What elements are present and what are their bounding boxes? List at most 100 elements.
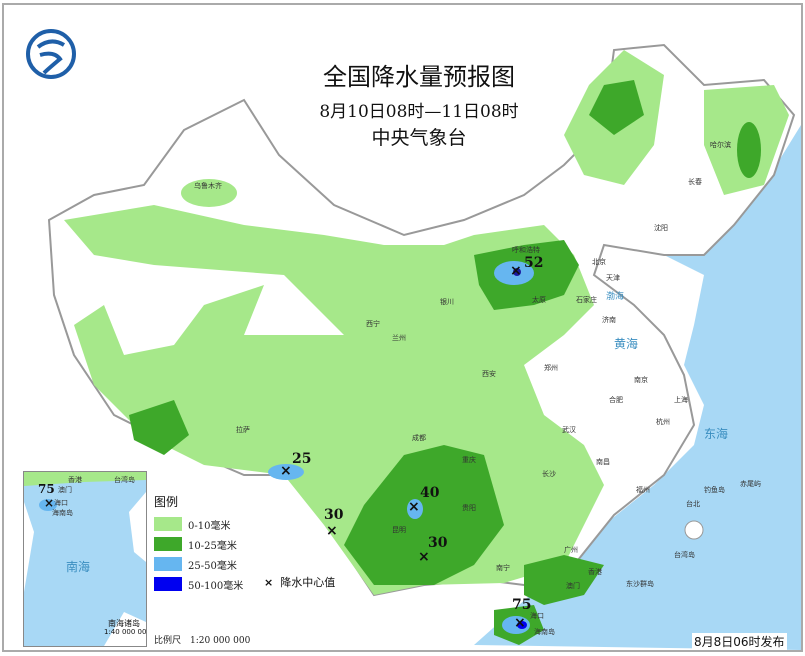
city-label: 福州: [636, 486, 650, 494]
precip-center-value: 25: [292, 451, 312, 467]
city-label: 沈阳: [654, 224, 668, 232]
precip-center-value: 40: [420, 485, 440, 501]
legend-label: 0-10毫米: [188, 520, 231, 532]
city-label: 太原: [532, 296, 546, 304]
sea-label: 南海: [66, 560, 91, 574]
south-china-sea-inset: 75 × 香港 台湾岛 澳门 海口 海南岛 南海 南海诸岛 1:40 000 0…: [23, 471, 147, 647]
city-label: 台湾岛: [674, 551, 695, 559]
city-label: 台北: [686, 500, 700, 508]
precipitation-map: 全国降水量预报图 8月10日08时—11日08时 中央气象台 黄海 东海 渤海 …: [2, 3, 803, 652]
legend-swatch: [154, 577, 182, 591]
city-label: 贵阳: [462, 504, 476, 512]
precip-center-value: 75: [512, 597, 532, 613]
sea-label: 黄海: [614, 337, 639, 351]
city-label: 东沙群岛: [626, 580, 654, 588]
city-label: 武汉: [562, 426, 576, 434]
inset-value: 75: [38, 482, 55, 496]
city-label: 海口: [54, 499, 68, 507]
cma-logo: [26, 29, 76, 79]
city-label: 成都: [412, 434, 426, 442]
city-label: 呼和浩特: [512, 246, 540, 254]
precip-25-50-tibet: [268, 464, 304, 480]
precip-0-10-xj: [181, 179, 237, 207]
city-label: 合肥: [609, 396, 623, 404]
precip-center-value: 30: [428, 535, 448, 551]
city-label: 广州: [564, 546, 578, 554]
legend-swatch: [154, 537, 182, 551]
precip-center-marker: ×: [44, 496, 55, 510]
legend-item: 25-50毫米: [154, 554, 243, 574]
city-label: 济南: [602, 316, 616, 324]
precip-50-100-nm: [513, 268, 521, 276]
city-label: 杭州: [656, 418, 670, 426]
city-label: 南宁: [496, 564, 510, 572]
inset-title: 南海诸岛: [108, 619, 140, 628]
sea-label: 渤海: [606, 292, 625, 302]
city-label: 澳门: [58, 486, 72, 494]
precip-10-25-tibet: [129, 400, 189, 455]
precip-10-25-ne: [589, 80, 644, 135]
map-canvas: [47, 43, 801, 650]
city-label: 重庆: [462, 456, 476, 464]
organization: 中央气象台: [371, 127, 467, 149]
city-label: 西安: [482, 370, 496, 378]
precip-25-50-hainan: [502, 616, 530, 634]
precip-50-100-hainan: [517, 621, 527, 629]
city-label: 南京: [634, 376, 648, 384]
city-label: 银川: [440, 298, 454, 306]
city-label: 西宁: [366, 320, 380, 328]
legend: 图例 0-10毫米 10-25毫米 25-50毫米 50-100毫米: [154, 493, 243, 594]
city-label: 澳门: [566, 582, 580, 590]
legend-title: 图例: [154, 495, 179, 509]
city-label: 乌鲁木齐: [194, 182, 222, 190]
city-label: 石家庄: [576, 296, 597, 304]
city-label: 哈尔滨: [710, 141, 731, 149]
city-label: 海口: [530, 612, 544, 620]
legend-label: 25-50毫米: [188, 560, 237, 572]
inset-scale: 1:40 000 000: [104, 628, 147, 636]
precip-10-25-hlj: [737, 122, 761, 178]
city-label: 钓鱼岛: [704, 486, 725, 494]
sea-label: 东海: [704, 427, 729, 441]
legend-item: 0-10毫米: [154, 514, 243, 534]
legend-swatch: [154, 517, 182, 531]
legend-swatch: [154, 557, 182, 571]
forecast-period: 8月10日08时—11日08时: [319, 102, 519, 122]
precip-center-marker: ×: [408, 499, 420, 515]
taiwan-island: [684, 520, 704, 540]
city-label: 台湾岛: [114, 476, 135, 484]
city-label: 昆明: [392, 526, 406, 534]
city-label: 郑州: [544, 364, 558, 372]
legend-item: 50-100毫米: [154, 574, 243, 594]
map-title: 全国降水量预报图: [323, 63, 515, 91]
precip-25-50-yn: [407, 499, 423, 519]
precip-center-marker: ×: [418, 549, 430, 565]
legend-label: 50-100毫米: [188, 580, 244, 592]
center-marker-icon: ×: [264, 576, 274, 589]
precip-center-marker: ×: [510, 263, 522, 279]
precip-center-value: 52: [524, 255, 544, 271]
precip-center-marker: ×: [514, 615, 526, 631]
city-label: 南昌: [596, 458, 610, 466]
city-label: 海南岛: [534, 628, 555, 636]
city-label: 拉萨: [236, 426, 250, 434]
city-label: 长春: [688, 178, 702, 186]
city-label: 香港: [588, 568, 602, 576]
city-label: 赤尾屿: [740, 480, 761, 488]
precip-10-25-gd: [524, 555, 604, 605]
legend-label: 10-25毫米: [188, 540, 237, 552]
city-label: 香港: [68, 476, 82, 484]
center-key-label: 降水中心值: [280, 576, 336, 589]
precip-center-value: 30: [324, 507, 344, 523]
ocean: [474, 125, 801, 650]
legend-center-key: × 降水中心值: [264, 574, 335, 590]
city-label: 上海: [674, 396, 688, 404]
issued-time: 8月8日06时发布: [692, 633, 787, 650]
city-label: 北京: [592, 258, 606, 266]
map-scale: 比例尺 1:20 000 000: [154, 636, 251, 646]
precip-10-25-sw: [344, 445, 504, 585]
legend-item: 10-25毫米: [154, 534, 243, 554]
city-label: 兰州: [392, 334, 406, 342]
precip-center-marker: ×: [326, 523, 338, 539]
city-label: 海南岛: [52, 509, 73, 517]
